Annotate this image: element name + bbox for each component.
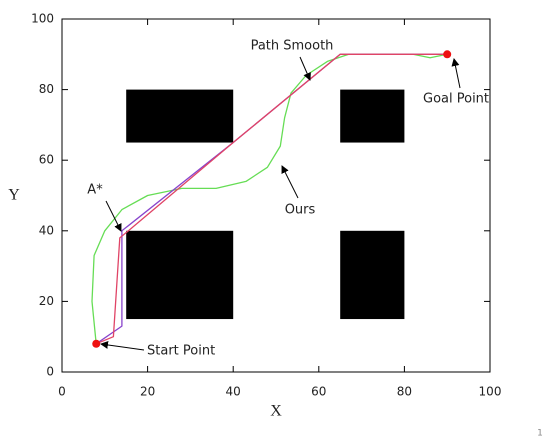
y-tick-label: 80	[39, 82, 54, 96]
y-tick-label: 40	[39, 223, 54, 237]
annotation-arrow	[451, 58, 461, 89]
annotation-arrow	[281, 165, 299, 199]
path-line	[95, 53, 448, 345]
annotation: Ours	[285, 203, 316, 218]
obstacle	[340, 89, 405, 143]
annotation: Start Point	[147, 344, 215, 359]
y-tick-label: 60	[39, 153, 54, 167]
page-number: 1	[537, 429, 543, 439]
x-tick-label: 0	[58, 385, 66, 399]
x-tick-label: 40	[226, 385, 241, 399]
x-axis-label: X	[270, 403, 282, 420]
annotation-arrow	[105, 200, 122, 232]
x-tick-label: 60	[311, 385, 326, 399]
annotation: Path Smooth	[251, 39, 334, 54]
obstacle	[126, 230, 234, 320]
annotation: Goal Point	[423, 92, 489, 107]
y-tick-label: 100	[31, 12, 54, 26]
obstacle	[126, 89, 234, 143]
annotation: A*	[87, 183, 103, 198]
endpoint	[443, 50, 452, 59]
plot-frame	[61, 18, 491, 373]
y-tick-label: 20	[39, 294, 54, 308]
y-axis-label: Y	[8, 187, 20, 204]
x-tick-label: 80	[397, 385, 412, 399]
y-tick-label: 0	[46, 365, 54, 379]
x-tick-label: 100	[479, 385, 502, 399]
endpoint	[92, 339, 101, 348]
x-tick-label: 20	[140, 385, 155, 399]
obstacle	[340, 230, 405, 320]
annotation-arrow	[299, 56, 311, 81]
annotation-arrow	[100, 341, 145, 351]
